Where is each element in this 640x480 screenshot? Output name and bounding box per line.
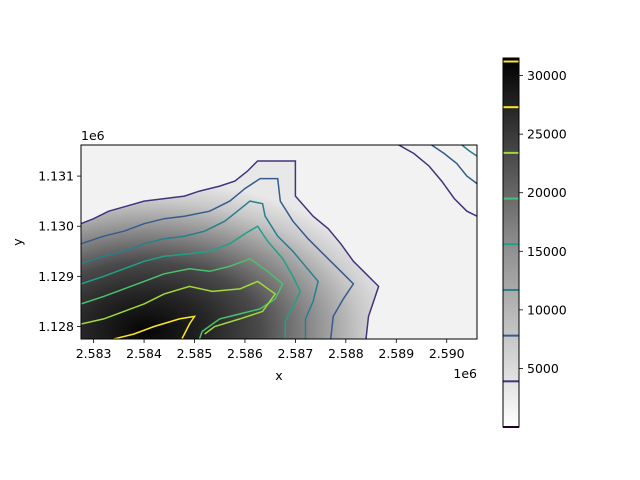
contour-line-0 [81, 160, 380, 339]
contour-line-1 [81, 177, 355, 339]
x-tick-label: 2.585 [177, 346, 213, 361]
colorbar-tick-label: 30000 [527, 68, 567, 83]
contour-line-2 [81, 200, 319, 339]
y-tick-label: 1.130 [38, 219, 74, 234]
y-tick-label: 1.129 [38, 269, 74, 284]
colorbar-ticks: 5000 10000 15000 20000 25000 30000 [519, 68, 567, 376]
plot-area: 2.583 2.584 2.585 2.586 2.587 2.588 2.589 2.590… [10, 128, 478, 383]
x-tick-label: 2.590 [429, 346, 465, 361]
contour-line-7 [398, 145, 477, 217]
x-tick-label: 2.588 [328, 346, 364, 361]
y-offset-label: 1e6 [81, 128, 105, 143]
contour-line-3 [81, 225, 302, 339]
colorbar-frame [502, 57, 520, 428]
x-tick-label: 2.586 [227, 346, 263, 361]
colorbar-gradient [503, 58, 519, 427]
colorbar-contour-levels [503, 60, 519, 428]
colorbar-tick-label: 20000 [527, 185, 567, 200]
x-tick-label: 2.583 [76, 346, 112, 361]
x-tick-label: 2.584 [126, 346, 162, 361]
y-axis-label: y [10, 238, 25, 246]
heatmap-dense-region [81, 161, 379, 339]
colorbar-tick-label: 10000 [527, 302, 567, 317]
x-axis-ticks: 2.583 2.584 2.585 2.586 2.587 2.588 2.589 2.590 [76, 339, 465, 361]
y-tick-label: 1.131 [38, 169, 74, 184]
x-tick-label: 2.589 [378, 346, 414, 361]
y-tick-label: 1.128 [38, 319, 74, 334]
contour-line-9 [461, 145, 477, 157]
contour-line-6 [113, 315, 197, 339]
x-axis-label: x [275, 368, 282, 383]
x-offset-label: 1e6 [453, 366, 477, 381]
contour-line-4 [81, 257, 284, 339]
colorbar-tick-label: 15000 [527, 244, 567, 259]
colorbar-tick-label: 5000 [527, 361, 559, 376]
plot-frame [80, 144, 478, 340]
contour-line-8 [431, 145, 477, 185]
contour-line-5 [81, 280, 277, 335]
x-tick-label: 2.587 [277, 346, 313, 361]
contour-lines [81, 145, 477, 339]
y-axis-ticks: 1.128 1.129 1.130 1.131 [38, 169, 81, 334]
colorbar: 5000 10000 15000 20000 25000 30000 [502, 57, 567, 428]
colorbar-tick-label: 25000 [527, 127, 567, 142]
